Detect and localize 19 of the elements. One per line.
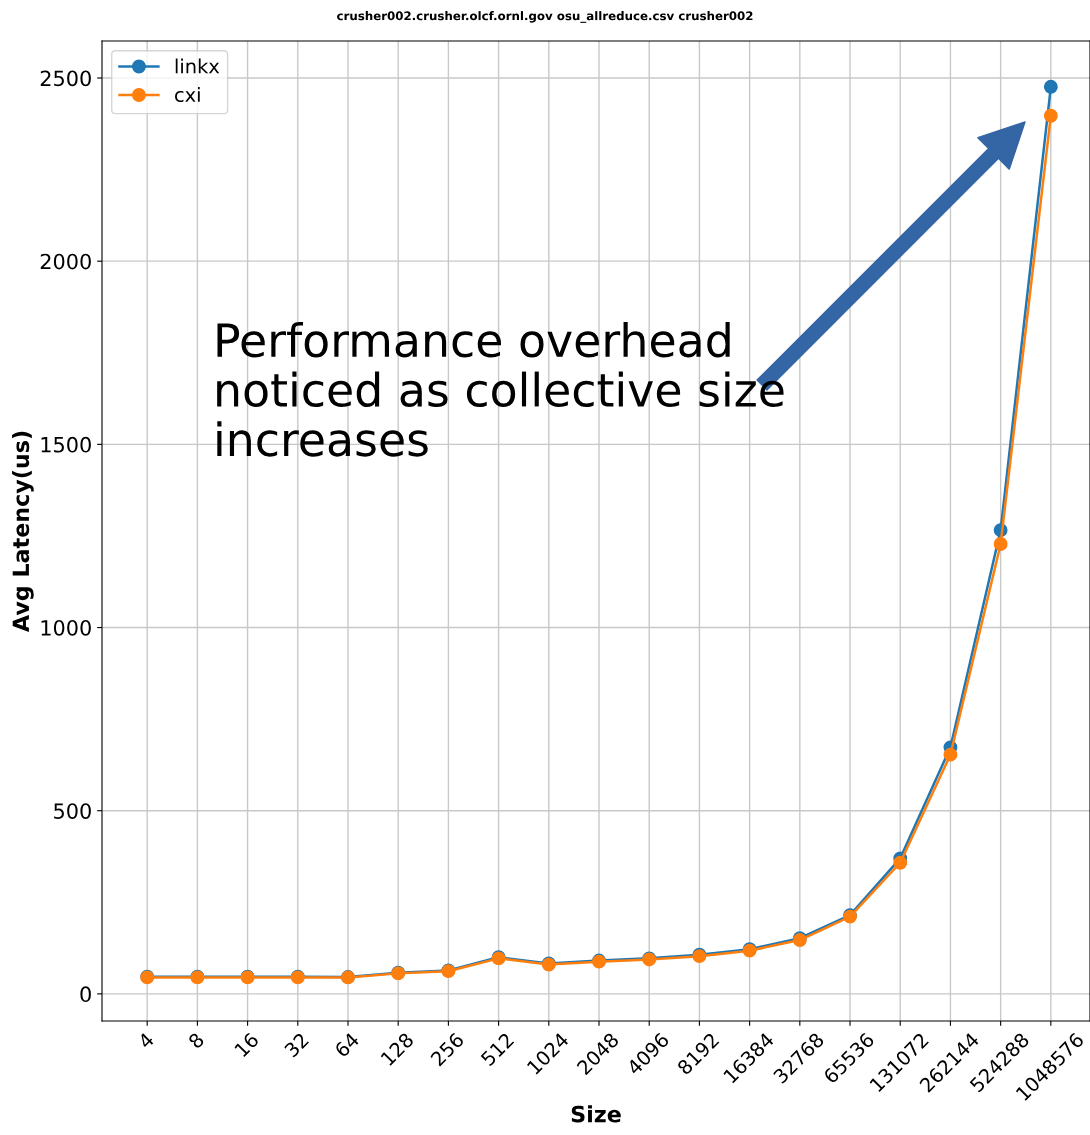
x-tick-label: 4 bbox=[137, 1031, 155, 1050]
y-tick-label: 0 bbox=[80, 986, 91, 1003]
x-tick-label: 32 bbox=[283, 1032, 310, 1058]
y-tick-label: 1500 bbox=[41, 436, 91, 453]
y-tick-label: 2000 bbox=[40, 253, 91, 270]
chart-title: crusher002.crusher.olcf.ornl.gov osu_allreduce.csv crusher002 bbox=[337, 11, 753, 23]
legend-label: cxi bbox=[175, 87, 200, 103]
x-tick-label: 512 bbox=[480, 1032, 515, 1067]
x-tick-label: 8 bbox=[187, 1031, 205, 1050]
legend-label: linkx bbox=[175, 58, 220, 74]
y-tick-label: 500 bbox=[54, 803, 91, 819]
y-axis-title: Avg Latency(us) bbox=[12, 431, 34, 632]
x-axis-title: Size bbox=[571, 1105, 621, 1123]
x-tick-label: 128 bbox=[380, 1031, 415, 1067]
annotation: Performance overhead noticed as collective size increases bbox=[217, 322, 784, 457]
x-tick-label: 64 bbox=[333, 1031, 360, 1058]
x-tick-label: 16 bbox=[233, 1031, 260, 1058]
y-tick-label: 1000 bbox=[41, 619, 91, 636]
y-tick-label: 2500 bbox=[40, 70, 91, 87]
